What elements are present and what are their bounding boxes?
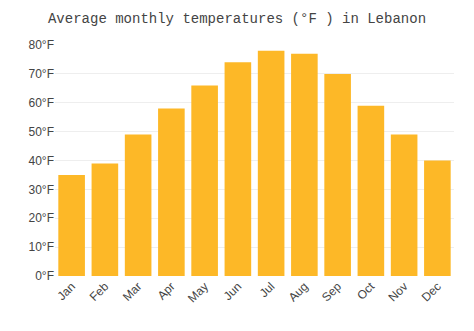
- svg-text:Apr: Apr: [155, 279, 178, 302]
- svg-text:Average monthly temperatures (: Average monthly temperatures (°F ) in Le…: [48, 11, 426, 27]
- svg-text:May: May: [185, 279, 211, 305]
- svg-text:70°F: 70°F: [29, 67, 54, 81]
- svg-text:30°F: 30°F: [29, 183, 54, 197]
- svg-text:Aug: Aug: [286, 279, 311, 304]
- svg-text:60°F: 60°F: [29, 96, 54, 110]
- svg-text:Feb: Feb: [87, 279, 112, 304]
- svg-text:Nov: Nov: [386, 279, 411, 304]
- svg-text:40°F: 40°F: [29, 154, 54, 168]
- svg-text:Jul: Jul: [257, 279, 278, 300]
- svg-text:Oct: Oct: [354, 279, 378, 303]
- svg-text:Dec: Dec: [419, 279, 444, 304]
- svg-text:10°F: 10°F: [29, 240, 54, 254]
- svg-text:50°F: 50°F: [29, 125, 54, 139]
- svg-text:0°F: 0°F: [35, 269, 54, 283]
- svg-text:Mar: Mar: [120, 279, 145, 304]
- svg-text:Sep: Sep: [319, 279, 344, 304]
- svg-text:Jun: Jun: [221, 279, 245, 303]
- svg-text:Jan: Jan: [54, 279, 78, 303]
- svg-text:20°F: 20°F: [29, 211, 54, 225]
- svg-text:80°F: 80°F: [29, 38, 54, 52]
